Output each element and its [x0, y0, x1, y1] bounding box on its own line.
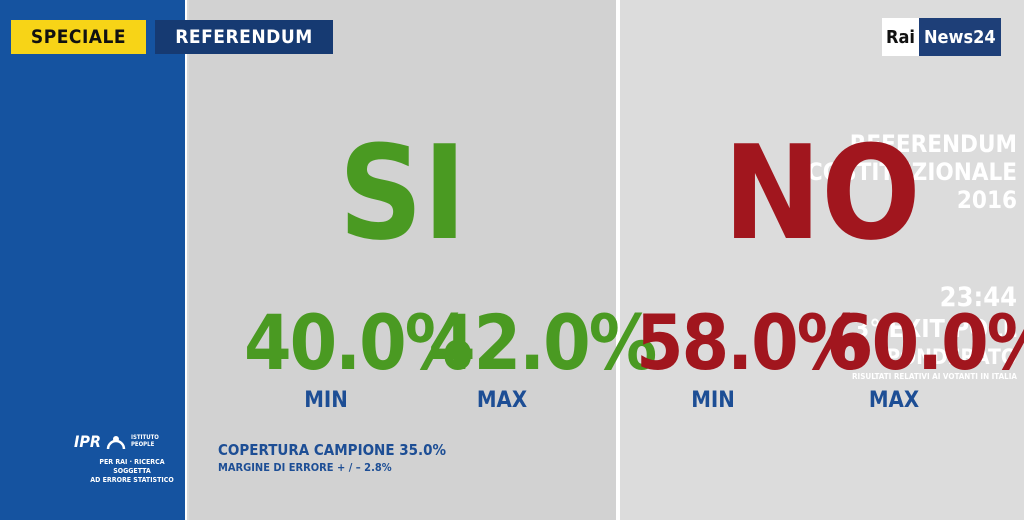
- referendum-title: REFERENDUM COSTITUZIONALE 2016: [807, 130, 1017, 214]
- ipr-caption: PER RAI · RICERCA SOGGETTA AD ERRORE STA…: [82, 458, 182, 485]
- title-line-2: COSTITUZIONALE: [806, 158, 1017, 186]
- si-min-value: 40.0%: [244, 298, 473, 387]
- poll-time: 23:44: [939, 282, 1017, 313]
- panel-divider: [616, 0, 620, 520]
- si-panel: [189, 0, 616, 520]
- si-max-label: MAX: [476, 388, 528, 413]
- referendum-tag: REFERENDUM: [155, 20, 333, 54]
- ipr-caption-line-1: PER RAI · RICERCA SOGGETTA: [99, 458, 165, 475]
- no-min-label: MIN: [691, 388, 735, 413]
- si-max-value: 42.0%: [428, 298, 657, 387]
- sidebar-panel: [0, 0, 187, 520]
- no-max-label: MAX: [868, 388, 920, 413]
- speciale-tag: SPECIALE: [11, 20, 146, 54]
- rai-logo-text: Rai: [882, 18, 919, 56]
- no-min-value: 58.0%: [636, 298, 865, 387]
- no-panel: [620, 0, 1024, 520]
- ipr-logo: IPR ISTITUTO PEOPLE: [74, 428, 184, 454]
- no-max-value: 60.0%: [826, 298, 1024, 387]
- no-heading: NO: [723, 117, 921, 269]
- copertura-campione: COPERTURA CAMPIONE 35.0%: [218, 441, 447, 459]
- people-logo-icon: [106, 436, 126, 450]
- sample-info: COPERTURA CAMPIONE 35.0% MARGINE DI ERRO…: [218, 440, 446, 476]
- ponderato-label: PONDERATO: [886, 345, 1017, 369]
- ipr-institute-text: ISTITUTO PEOPLE: [130, 434, 159, 448]
- title-line-3: 2016: [956, 186, 1017, 214]
- rainews24-logo: Rai News24: [882, 18, 1001, 56]
- exit-poll-label: 3° EXIT POLL: [853, 314, 1017, 343]
- title-line-1: REFERENDUM: [849, 130, 1017, 158]
- si-heading: SI: [338, 117, 467, 269]
- ipr-logo-text: IPR: [74, 431, 101, 451]
- news24-logo-text: News24: [918, 18, 1001, 56]
- results-note: RISULTATI RELATIVI AI VOTANTI IN ITALIA: [851, 372, 1017, 381]
- ipr-caption-line-2: AD ERRORE STATISTICO: [90, 476, 174, 484]
- si-min-label: MIN: [304, 388, 348, 413]
- margine-errore: MARGINE DI ERRORE + / – 2.8%: [218, 461, 392, 474]
